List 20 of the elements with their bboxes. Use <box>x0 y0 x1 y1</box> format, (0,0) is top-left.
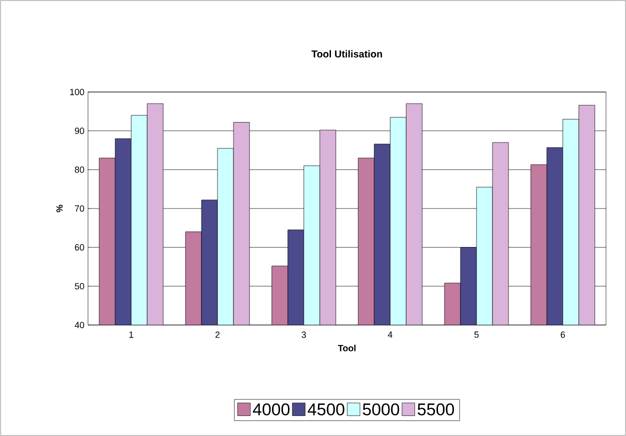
legend-label: 5500 <box>418 403 454 416</box>
x-tick-label: 1 <box>129 332 134 338</box>
y-axis-title: % <box>56 204 63 212</box>
chart-title: Tool Utilisation <box>312 50 382 58</box>
y-tick-label: 50 <box>74 282 84 290</box>
y-tick-label: 100 <box>70 88 84 96</box>
y-tick-label: 80 <box>74 166 84 173</box>
legend-label: 5000 <box>362 403 400 416</box>
y-tick-label: 40 <box>74 322 84 328</box>
legend-label: 4500 <box>308 403 344 416</box>
y-tick-label: 90 <box>74 128 84 134</box>
x-tick-label: 4 <box>388 332 392 338</box>
x-tick-label: 6 <box>560 332 565 338</box>
legend-label: 4000 <box>252 403 290 416</box>
x-axis-title: Tool <box>338 344 356 352</box>
y-tick-label: 60 <box>74 244 84 251</box>
x-tick-label: 3 <box>302 332 306 338</box>
x-tick-label: 5 <box>474 332 479 338</box>
x-tick-label: 2 <box>215 332 220 338</box>
y-tick-label: 70 <box>74 205 84 212</box>
